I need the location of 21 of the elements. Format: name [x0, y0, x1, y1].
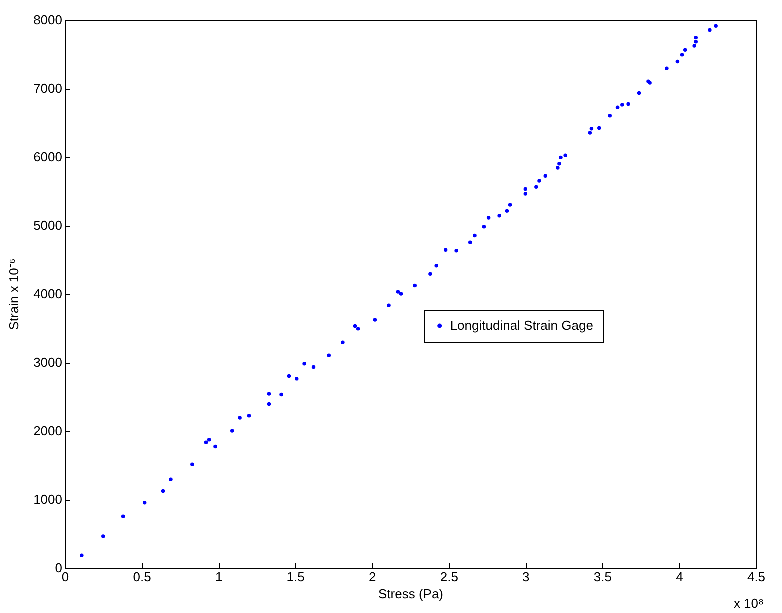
y-tick-label: 7000 [34, 81, 62, 96]
x-tick-label: 2 [368, 570, 376, 584]
y-axis-title: Strain x 10⁻⁶ [6, 258, 22, 330]
text: x 10⁸ [734, 596, 764, 611]
x-tick-label: 4 [676, 570, 684, 584]
x-tick-label: 1.5 [286, 570, 305, 584]
y-tick-label: 6000 [34, 150, 62, 164]
y-tick-label: 3000 [34, 355, 62, 370]
y-tick-label: 8000 [34, 12, 62, 28]
y-tick-label: 2000 [34, 424, 62, 438]
x-tick-label: 1 [215, 570, 223, 584]
x-tick-label: 4.5 [747, 570, 766, 584]
x-tick-label: 3.5 [594, 570, 612, 584]
y-tick-label: 5000 [34, 218, 62, 233]
x-tick-label: 0.5 [133, 570, 152, 584]
legend-label: Longitudinal Strain Gage [450, 318, 594, 333]
x-axis-title: Stress (Pa) [378, 586, 444, 602]
x-tick-label: 2.5 [440, 570, 458, 584]
y-tick-label: 1000 [34, 492, 62, 507]
x-tick-label: 3 [522, 570, 530, 584]
y-tick-label: 4000 [34, 286, 62, 302]
